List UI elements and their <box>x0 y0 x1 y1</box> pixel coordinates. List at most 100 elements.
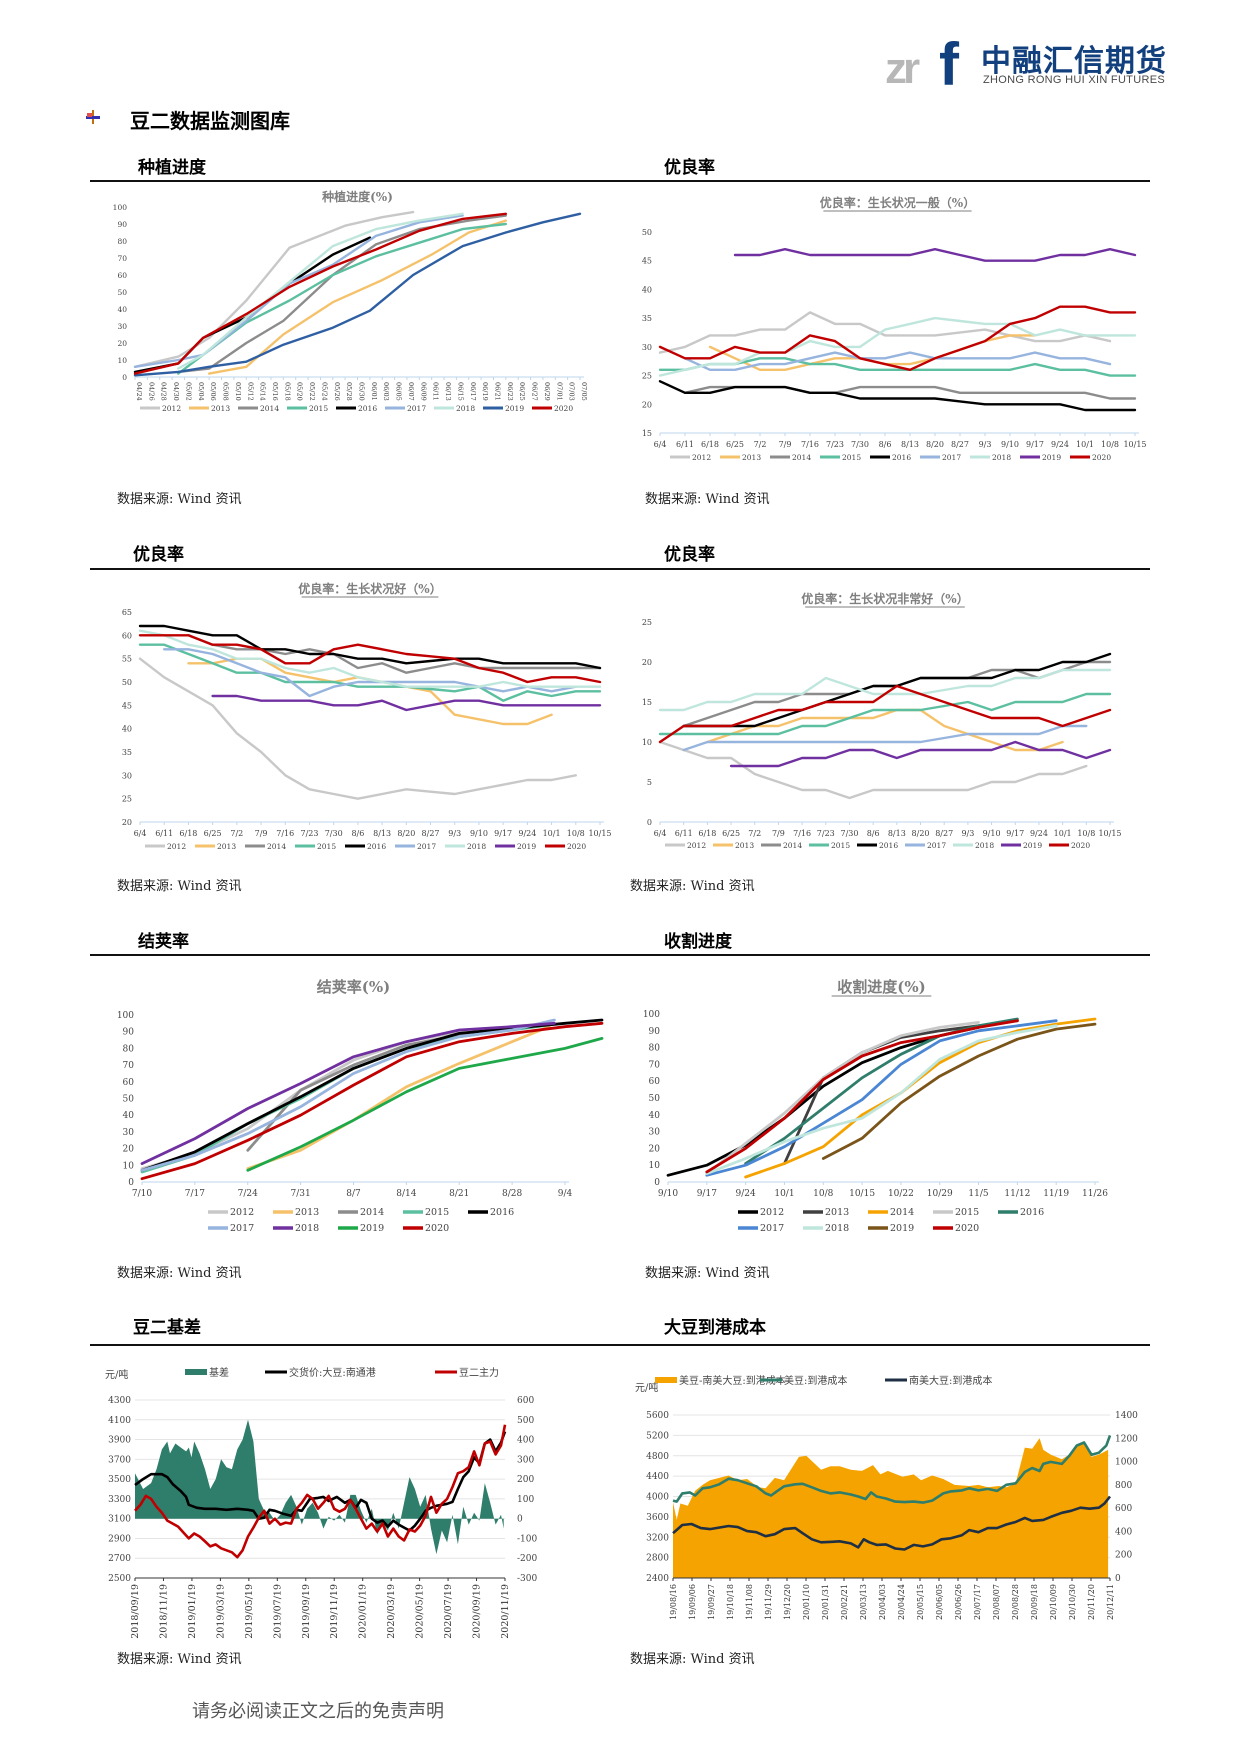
x-tick-label: 2020/01/19 <box>358 1584 369 1639</box>
chart-title: 收割进度(%) <box>837 978 925 996</box>
series-line-2018 <box>658 668 1112 712</box>
legend-label-2020: 2020 <box>554 404 573 413</box>
x-tick-label: 10/1 <box>774 1189 794 1199</box>
section-divider <box>90 954 1150 956</box>
x-tick-label: 2019/09/19 <box>301 1584 312 1639</box>
chart-title: 种植进度(%) <box>321 189 393 204</box>
legend-label-2018: 2018 <box>825 1223 849 1234</box>
series-line-2020 <box>658 684 1112 744</box>
chart-condition-good: 优良率：生长状况好（%） 20 25 30 35 40 45 50 55 60 65 6/4 6/11 6… <box>122 581 612 851</box>
x-tick-label: 9/10 <box>658 1189 678 1199</box>
y-left-tick-label: 2900 <box>108 1534 131 1544</box>
x-tick-label: 04/24 <box>135 382 143 401</box>
y-right-tick-label: 800 <box>1115 1481 1132 1491</box>
legend-swatch-美豆-南美大豆:到港成本 <box>655 1377 677 1383</box>
x-tick-label: 2018/11/19 <box>158 1584 169 1639</box>
legend-label-2018: 2018 <box>467 842 486 851</box>
y-tick-label: 65 <box>122 608 132 617</box>
y-tick-label: 80 <box>117 237 127 246</box>
y-tick-label: 10 <box>117 356 127 365</box>
x-tick-label: 05/04 <box>197 382 205 401</box>
x-tick-label: 8/7 <box>346 1189 361 1199</box>
x-tick-label: 10/8 <box>1101 440 1119 449</box>
y-tick-label: 20 <box>642 400 652 409</box>
x-tick-label: 19/08/16 <box>669 1584 678 1620</box>
x-tick-label: 9/24 <box>1051 440 1069 449</box>
x-tick-label: 20/06/26 <box>954 1584 963 1620</box>
x-tick-label: 9/10 <box>983 829 1001 838</box>
series-line-2012 <box>658 740 1088 800</box>
x-tick-label: 2020/11/19 <box>500 1584 511 1639</box>
y-tick-label: 15 <box>642 698 652 707</box>
y-tick-label: 20 <box>649 1144 661 1154</box>
x-tick-label: 05/06 <box>209 382 217 401</box>
chart-harvest-progress: 收割进度(%) 0 10 20 30 40 50 60 70 80 90 100 9/10 9/17 9/2… <box>643 978 1108 1234</box>
legend-label-2014: 2014 <box>360 1207 384 1218</box>
y-tick-label: 90 <box>649 1027 661 1037</box>
y-axis-unit: 元/吨 <box>635 1381 658 1394</box>
legend-label-2013: 2013 <box>735 841 754 850</box>
section-divider <box>90 568 1150 570</box>
x-tick-label: 8/20 <box>397 829 415 838</box>
y-tick-label: 25 <box>642 372 652 381</box>
series-line-2019 <box>246 1037 604 1172</box>
y-tick-label: 80 <box>649 1044 661 1054</box>
x-tick-label: 7/2 <box>230 829 243 838</box>
x-tick-label: 6/18 <box>698 829 716 838</box>
legend-label-2018: 2018 <box>295 1223 319 1234</box>
y-left-tick-label: 3900 <box>108 1436 131 1446</box>
y-tick-label: 30 <box>122 771 132 780</box>
legend-label-2019: 2019 <box>890 1223 914 1234</box>
series-line-2016 <box>138 624 602 670</box>
chart-title: 优良率：生长状况好（%） <box>298 581 441 596</box>
y-right-tick-label: 400 <box>1115 1527 1132 1537</box>
x-tick-label: 6/18 <box>701 440 719 449</box>
x-tick-label: 06/15 <box>456 382 464 401</box>
series-line-豆二主力 <box>134 1424 507 1559</box>
x-tick-label: 9/24 <box>736 1189 756 1199</box>
y-left-tick-label: 2700 <box>108 1554 131 1564</box>
series-line-交货价:大豆:南通港 <box>134 1431 507 1532</box>
x-tick-label: 20/04/24 <box>897 1584 906 1620</box>
y-tick-label: 20 <box>122 818 132 827</box>
x-tick-label: 20/10/30 <box>1068 1584 1077 1620</box>
y-tick-label: 40 <box>123 1111 135 1121</box>
series-line-2013 <box>208 219 507 375</box>
x-tick-label: 05/14 <box>259 382 267 401</box>
legend-label-2019: 2019 <box>517 842 536 851</box>
data-source-fair: 数据来源: Wind 资讯 <box>645 492 770 507</box>
y-right-tick-label: -200 <box>517 1554 537 1564</box>
y-left-tick-label: 2400 <box>646 1574 669 1584</box>
y-tick-label: 15 <box>642 429 652 438</box>
y-tick-label: 100 <box>643 1010 660 1020</box>
x-tick-label: 7/23 <box>826 440 844 449</box>
y-tick-label: 20 <box>123 1145 135 1155</box>
x-tick-label: 20/02/21 <box>840 1584 849 1620</box>
legend-label-2017: 2017 <box>760 1223 784 1234</box>
y-left-tick-label: 2800 <box>646 1554 669 1564</box>
y-left-tick-label: 5600 <box>646 1411 669 1421</box>
legend-label-2016: 2016 <box>892 453 911 462</box>
x-tick-label: 05/28 <box>345 382 353 401</box>
y-tick-label: 40 <box>649 1111 661 1121</box>
chart-condition-excellent: 优良率：生长状况非常好（%） 0 5 10 15 20 25 6/4 6/11 6/18 6/25 7… <box>642 591 1122 850</box>
x-tick-label: 10/8 <box>1077 829 1095 838</box>
series-line-2017 <box>133 214 464 368</box>
x-tick-label: 9/10 <box>470 829 488 838</box>
x-tick-label: 05/20 <box>296 382 304 401</box>
x-tick-label: 9/3 <box>979 440 992 449</box>
legend-label-2016: 2016 <box>367 842 386 851</box>
x-tick-label: 20/09/18 <box>1030 1584 1039 1620</box>
x-tick-label: 20/06/05 <box>935 1584 944 1620</box>
y-tick-label: 20 <box>117 339 127 348</box>
x-tick-label: 04/30 <box>172 382 180 401</box>
y-left-tick-label: 3600 <box>646 1513 669 1523</box>
x-tick-label: 6/25 <box>204 829 222 838</box>
y-tick-label: 50 <box>649 1094 661 1104</box>
y-tick-label: 10 <box>123 1161 135 1171</box>
data-source-basis: 数据来源: Wind 资讯 <box>117 1652 242 1667</box>
x-tick-label: 05/02 <box>184 382 192 401</box>
x-tick-label: 20/11/20 <box>1087 1584 1096 1620</box>
y-tick-label: 55 <box>122 655 132 664</box>
y-right-tick-label: 1000 <box>1115 1458 1138 1468</box>
